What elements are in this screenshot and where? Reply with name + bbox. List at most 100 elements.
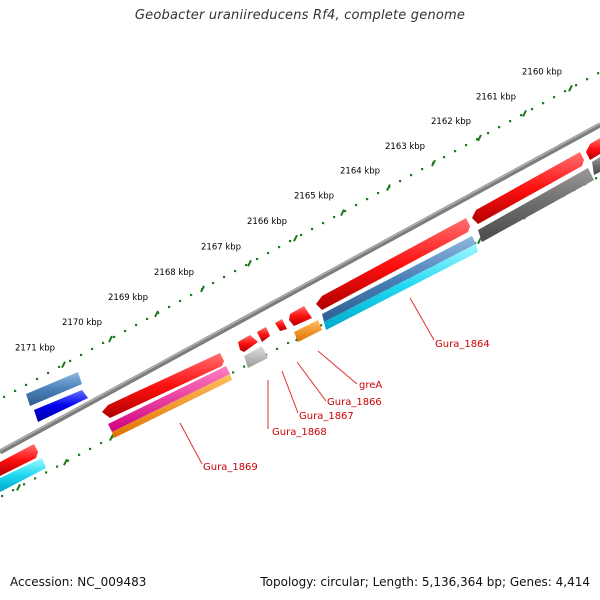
ruler-dot bbox=[322, 221, 325, 225]
track-major-tick bbox=[63, 458, 68, 466]
ruler-dot bbox=[542, 102, 545, 105]
domain-gray-1868 bbox=[244, 346, 268, 368]
ruler-dot bbox=[289, 239, 292, 243]
ruler-dot bbox=[223, 275, 226, 279]
domain-cyan-1864 bbox=[324, 244, 478, 330]
domain-tracks bbox=[0, 157, 600, 492]
gene-label[interactable]: Gura_1868 bbox=[272, 427, 327, 438]
ruler-label: 2166 kbp bbox=[247, 217, 287, 227]
ruler-major-tick bbox=[386, 184, 391, 191]
ruler-label: 2167 kbp bbox=[201, 242, 241, 252]
domain-blue-left bbox=[26, 372, 82, 406]
ruler-dot bbox=[69, 359, 72, 363]
track-major-tick bbox=[109, 434, 114, 442]
track-dot bbox=[232, 371, 235, 374]
ruler-dot bbox=[586, 78, 589, 81]
ruler-dot bbox=[399, 180, 402, 183]
ruler-label: 2164 kbp bbox=[340, 167, 380, 177]
ruler-label: 2163 kbp bbox=[385, 142, 425, 152]
domain-magenta-1869 bbox=[108, 366, 230, 432]
ruler-dot bbox=[168, 305, 171, 309]
track-dot bbox=[320, 324, 323, 327]
gene-label[interactable]: Gura_1869 bbox=[203, 462, 258, 473]
ruler-dot bbox=[553, 96, 556, 99]
gene-label[interactable]: Gura_1867 bbox=[299, 411, 354, 422]
ruler-dot bbox=[190, 293, 193, 297]
gene-arrow-greA[interactable] bbox=[289, 306, 312, 326]
accession-text: Accession: NC_009483 bbox=[10, 575, 147, 589]
ruler-dot bbox=[146, 317, 149, 321]
ruler-dot bbox=[135, 323, 138, 327]
ruler-dot bbox=[212, 281, 215, 285]
track-dot bbox=[1, 494, 4, 498]
domain-deepblue-left bbox=[34, 390, 88, 422]
ruler-dot bbox=[509, 120, 512, 123]
track-dot bbox=[12, 489, 15, 492]
ruler-dot bbox=[256, 257, 259, 261]
ruler-dot bbox=[366, 197, 369, 201]
track-dot bbox=[276, 347, 279, 351]
ruler-major-tick bbox=[293, 234, 298, 242]
ruler-dot bbox=[531, 108, 534, 111]
ruler-dot bbox=[344, 209, 347, 213]
gene-label[interactable]: greA bbox=[359, 380, 382, 391]
track-dot bbox=[67, 459, 70, 462]
ruler-dot bbox=[575, 84, 578, 87]
gene-arrow-1866[interactable] bbox=[275, 319, 287, 331]
track-dot bbox=[56, 465, 59, 468]
ruler-dot bbox=[91, 347, 94, 351]
ruler-label: 2169 kbp bbox=[108, 293, 148, 303]
ruler-major-tick bbox=[200, 285, 205, 293]
ruler-dot bbox=[80, 353, 83, 357]
gene-arrow-1869[interactable] bbox=[102, 353, 224, 418]
ruler-dot bbox=[564, 90, 567, 93]
ruler-major-tick bbox=[568, 84, 573, 92]
gene-label-lines bbox=[179, 297, 435, 465]
gene-features bbox=[0, 138, 600, 476]
gene-label[interactable]: Gura_1864 bbox=[435, 339, 490, 350]
ruler-dot bbox=[465, 144, 468, 147]
ruler-label: 2171 kbp bbox=[15, 344, 55, 354]
ruler-dot bbox=[333, 215, 336, 219]
domain-orange-greA bbox=[294, 320, 322, 342]
ruler-dot bbox=[3, 395, 6, 399]
ruler-dot bbox=[36, 377, 39, 381]
ruler-dot bbox=[267, 251, 270, 255]
ruler-dot bbox=[113, 335, 116, 339]
ruler-label: 2170 kbp bbox=[62, 318, 102, 328]
gene-label-line bbox=[296, 361, 327, 402]
gene-arrow-1868[interactable] bbox=[238, 335, 258, 352]
track-major-tick bbox=[477, 237, 482, 245]
track-major-tick bbox=[16, 483, 21, 491]
ruler-label: 2160 kbp bbox=[522, 67, 562, 77]
ruler-dot bbox=[421, 168, 424, 171]
track-dot bbox=[243, 365, 246, 368]
gene-arrow-next[interactable] bbox=[472, 152, 584, 224]
gene-label-line bbox=[281, 370, 299, 414]
ruler-dot bbox=[124, 329, 127, 333]
gene-arrow-left-red[interactable] bbox=[0, 444, 38, 476]
ruler-dot bbox=[487, 132, 490, 135]
ruler-major-tick bbox=[340, 209, 345, 217]
domain-blue-1864 bbox=[322, 236, 476, 322]
ruler-label: 2162 kbp bbox=[431, 117, 471, 127]
ruler-dot bbox=[102, 341, 105, 345]
ruler-dot bbox=[377, 191, 380, 195]
ruler-dot bbox=[58, 365, 61, 369]
gene-label[interactable]: Gura_1866 bbox=[327, 397, 382, 408]
ruler-major-tick bbox=[431, 159, 436, 167]
gene-labels: Gura_1864 greA Gura_1866 Gura_1867 Gura_1868… bbox=[203, 339, 490, 473]
ruler-major-tick bbox=[477, 134, 482, 142]
ruler-dot bbox=[300, 233, 303, 237]
map-title: Geobacter uraniireducens Rf4, complete g… bbox=[134, 8, 466, 23]
ruler-dot bbox=[278, 245, 281, 249]
ruler-dot bbox=[245, 263, 248, 267]
gene-arrow-1867[interactable] bbox=[257, 327, 270, 342]
track-dot bbox=[287, 341, 290, 345]
gene-arrow-edge-right[interactable] bbox=[586, 138, 600, 160]
gene-arrow-1864[interactable] bbox=[316, 218, 470, 310]
domain-gray-next bbox=[478, 168, 594, 242]
track-dot bbox=[78, 453, 81, 456]
gene-label-line bbox=[317, 350, 358, 385]
